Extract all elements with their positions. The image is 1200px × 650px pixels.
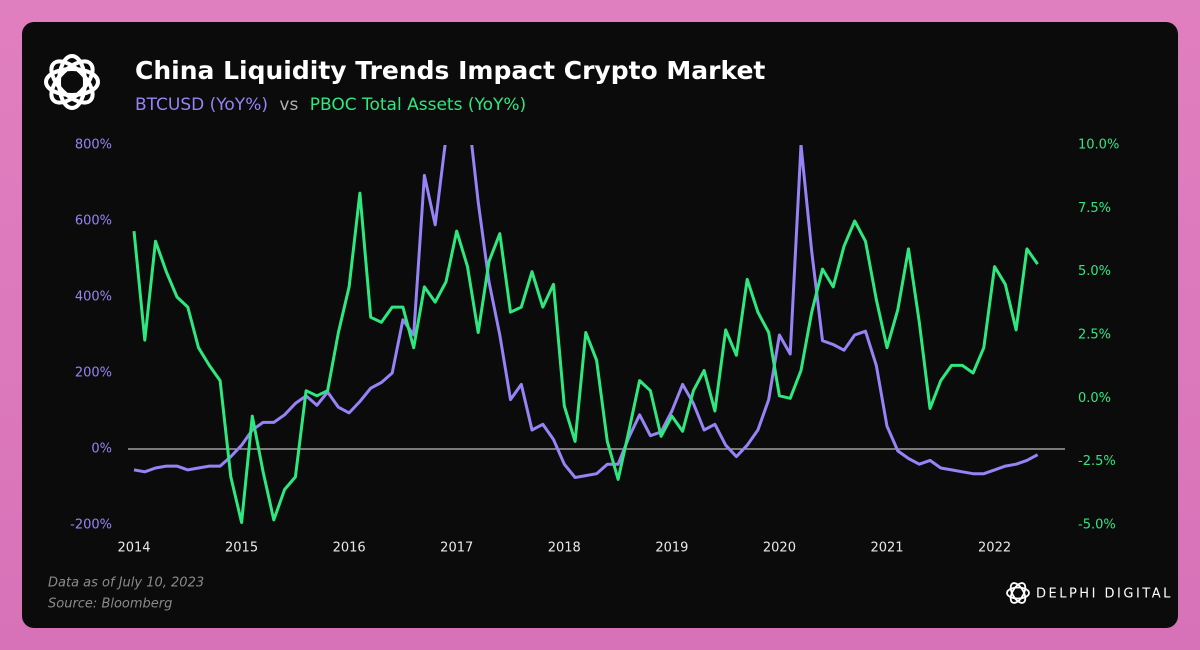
y-tick-label: 800%	[75, 138, 112, 153]
plot-area	[132, 145, 1039, 524]
y2-tick-label: 10.0%	[1078, 138, 1119, 153]
y-tick-label: 400%	[75, 290, 112, 305]
x-tick-label: 2017	[440, 541, 473, 556]
x-tick-label: 2015	[225, 541, 258, 556]
series-line	[133, 145, 1039, 479]
x-tick-label: 2014	[117, 541, 150, 556]
y2-tick-label: -2.5%	[1078, 454, 1116, 469]
subtitle: BTCUSD (YoY%) vs PBOC Total Assets (YoY%…	[135, 95, 526, 115]
chart-title: China Liquidity Trends Impact Crypto Mar…	[135, 56, 765, 85]
y-tick-label: -200%	[70, 518, 112, 533]
footnote: Source: Bloomberg	[48, 597, 172, 612]
card	[22, 22, 1178, 628]
legend-entry: PBOC Total Assets (YoY%)	[310, 95, 526, 115]
y2-tick-label: -5.0%	[1078, 518, 1116, 533]
footnote: Data as of July 10, 2023	[48, 576, 204, 591]
y-tick-label: 200%	[75, 366, 112, 381]
x-tick-label: 2019	[655, 541, 688, 556]
y2-tick-label: 7.5%	[1078, 201, 1111, 216]
legend-separator: vs	[279, 95, 298, 115]
x-tick-label: 2016	[333, 541, 366, 556]
x-tick-label: 2021	[870, 541, 903, 556]
x-tick-label: 2018	[548, 541, 581, 556]
brand: DELPHI DIGITAL	[1036, 587, 1173, 602]
y2-tick-label: 0.0%	[1078, 391, 1111, 406]
series-line	[132, 191, 1039, 524]
brand-logo	[1006, 582, 1030, 604]
y-tick-label: 600%	[75, 214, 112, 229]
y2-tick-label: 2.5%	[1078, 328, 1111, 343]
y-tick-label: 0%	[91, 442, 112, 457]
x-tick-label: 2022	[978, 541, 1011, 556]
y2-tick-label: 5.0%	[1078, 264, 1111, 279]
logo	[44, 54, 100, 110]
legend-entry: BTCUSD (YoY%)	[135, 95, 268, 115]
x-tick-label: 2020	[763, 541, 796, 556]
